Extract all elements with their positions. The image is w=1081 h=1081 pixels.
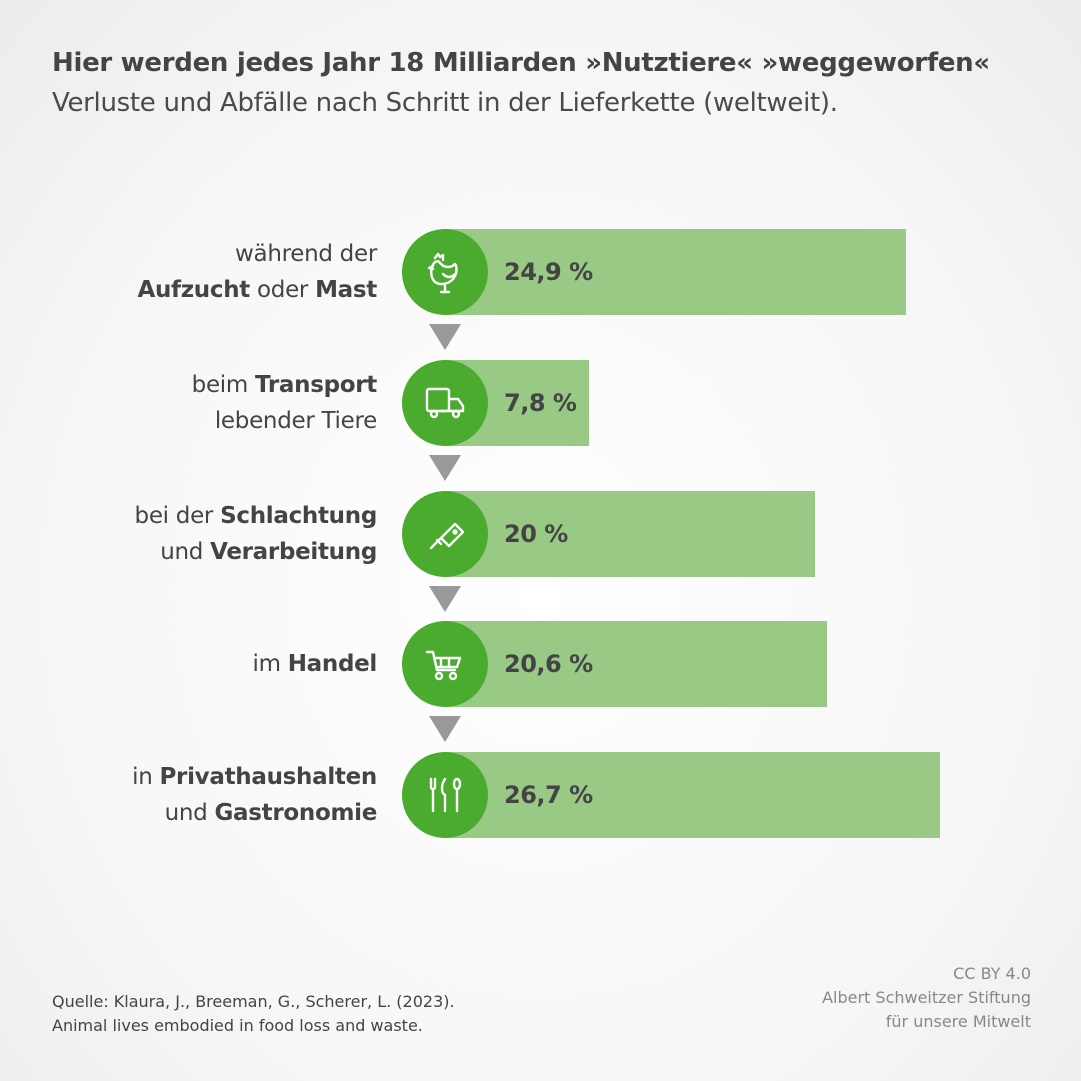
label-segment: oder [249,277,316,303]
category-label: beim Transport lebender Tiere [191,367,378,439]
chart-title: Hier werden jedes Jahr 18 Milliarden »Nu… [52,48,990,78]
value-label: 7,8 % [504,389,577,417]
icon-circle [402,229,488,315]
label-bold-segment: Privathaushalten [159,764,378,790]
label-bold-segment: Mast [315,277,377,303]
bar [444,491,816,577]
value-label: 24,9 % [504,258,593,286]
label-bold-segment: Handel [287,651,378,677]
category-label: im Handel [252,646,377,682]
value-label: 20 % [504,520,568,548]
label-segment: im [252,651,288,677]
source-note: Quelle: Klaura, J., Breeman, G., Scherer… [52,990,455,1038]
icon-circle [402,621,488,707]
chicken-icon [427,252,458,294]
credits: CC BY 4.0 Albert Schweitzer Stiftung für… [822,962,1031,1034]
category-label: während der Aufzucht oder Mast [137,236,377,308]
down-arrow-icon [429,324,461,350]
bar [444,229,907,315]
label-bold-segment: Verarbeitung [210,539,377,565]
icon-circle [402,491,488,577]
source-line: Animal lives embodied in food loss and w… [52,1016,423,1035]
category-label: bei der Schlachtung und Verarbeitung [134,498,378,570]
down-arrow-icon [429,586,461,612]
down-arrow-icon [429,455,461,481]
publisher: Albert Schweitzer Stiftung [822,988,1031,1007]
label-bold-segment: Schlachtung [220,503,377,529]
license: CC BY 4.0 [953,964,1031,983]
cleaver-icon [429,522,465,550]
source-line: Quelle: Klaura, J., Breeman, G., Scherer… [52,992,455,1011]
label-segment: in [132,764,160,790]
bar [444,621,827,707]
label-segment: und [160,539,211,565]
label-segment: beim [191,372,255,398]
label-segment: während der [235,241,377,267]
publisher-subline: für unsere Mitwelt [885,1012,1031,1031]
value-label: 20,6 % [504,650,593,678]
down-arrow-icon [429,716,461,742]
label-segment: bei der [134,503,221,529]
value-label: 26,7 % [504,781,593,809]
label-segment: lebender Tiere [214,408,377,434]
icon-circle [402,360,488,446]
label-segment: und [164,800,215,826]
label-bold-segment: Aufzucht [137,277,250,303]
shopping-cart-icon [425,650,462,681]
chart-subtitle: Verluste und Abfälle nach Schritt in der… [52,88,838,118]
label-bold-segment: Gastronomie [214,800,377,826]
truck-icon [425,387,465,419]
label-bold-segment: Transport [255,372,377,398]
icon-circle [402,752,488,838]
bar [444,752,940,838]
category-label: in Privathaushalten und Gastronomie [132,759,377,831]
cutlery-icon [429,777,462,813]
